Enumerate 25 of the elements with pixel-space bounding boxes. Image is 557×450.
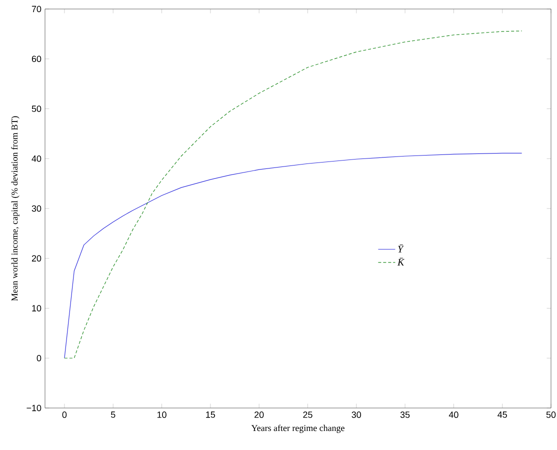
- y-tick-label: 70: [32, 6, 42, 12]
- y-tick-label: 60: [32, 56, 42, 62]
- x-tick-label: 0: [62, 412, 67, 418]
- legend-label: Ȳ: [398, 244, 404, 252]
- legend-label: K̄: [397, 258, 405, 266]
- y-axis-title: Mean world income, capital (% deviation from BT): [11, 116, 20, 301]
- x-tick-label: 50: [546, 412, 556, 418]
- y-tick-label: 30: [32, 205, 42, 212]
- y-tick-label: 0: [36, 354, 42, 362]
- y-tick-label: 40: [32, 155, 42, 162]
- x-tick-label: 10: [157, 412, 166, 418]
- x-tick-label: 5: [110, 412, 116, 418]
- y-tick-label: 20: [32, 255, 42, 262]
- x-tick-label: 45: [498, 412, 507, 418]
- x-tick-label: 25: [303, 412, 312, 418]
- x-tick-label: 35: [400, 412, 410, 418]
- y-tick-label: 50: [32, 106, 42, 112]
- y-tick-label: −10: [26, 404, 42, 412]
- x-tick-label: 40: [448, 412, 458, 418]
- y-tick-label: 10: [32, 305, 42, 312]
- x-tick-label: 30: [352, 412, 362, 418]
- x-tick-label: 20: [254, 412, 264, 418]
- x-axis-title: Years after regime change: [251, 424, 344, 433]
- line-series: [64, 152, 522, 358]
- x-tick-label: 15: [206, 412, 216, 418]
